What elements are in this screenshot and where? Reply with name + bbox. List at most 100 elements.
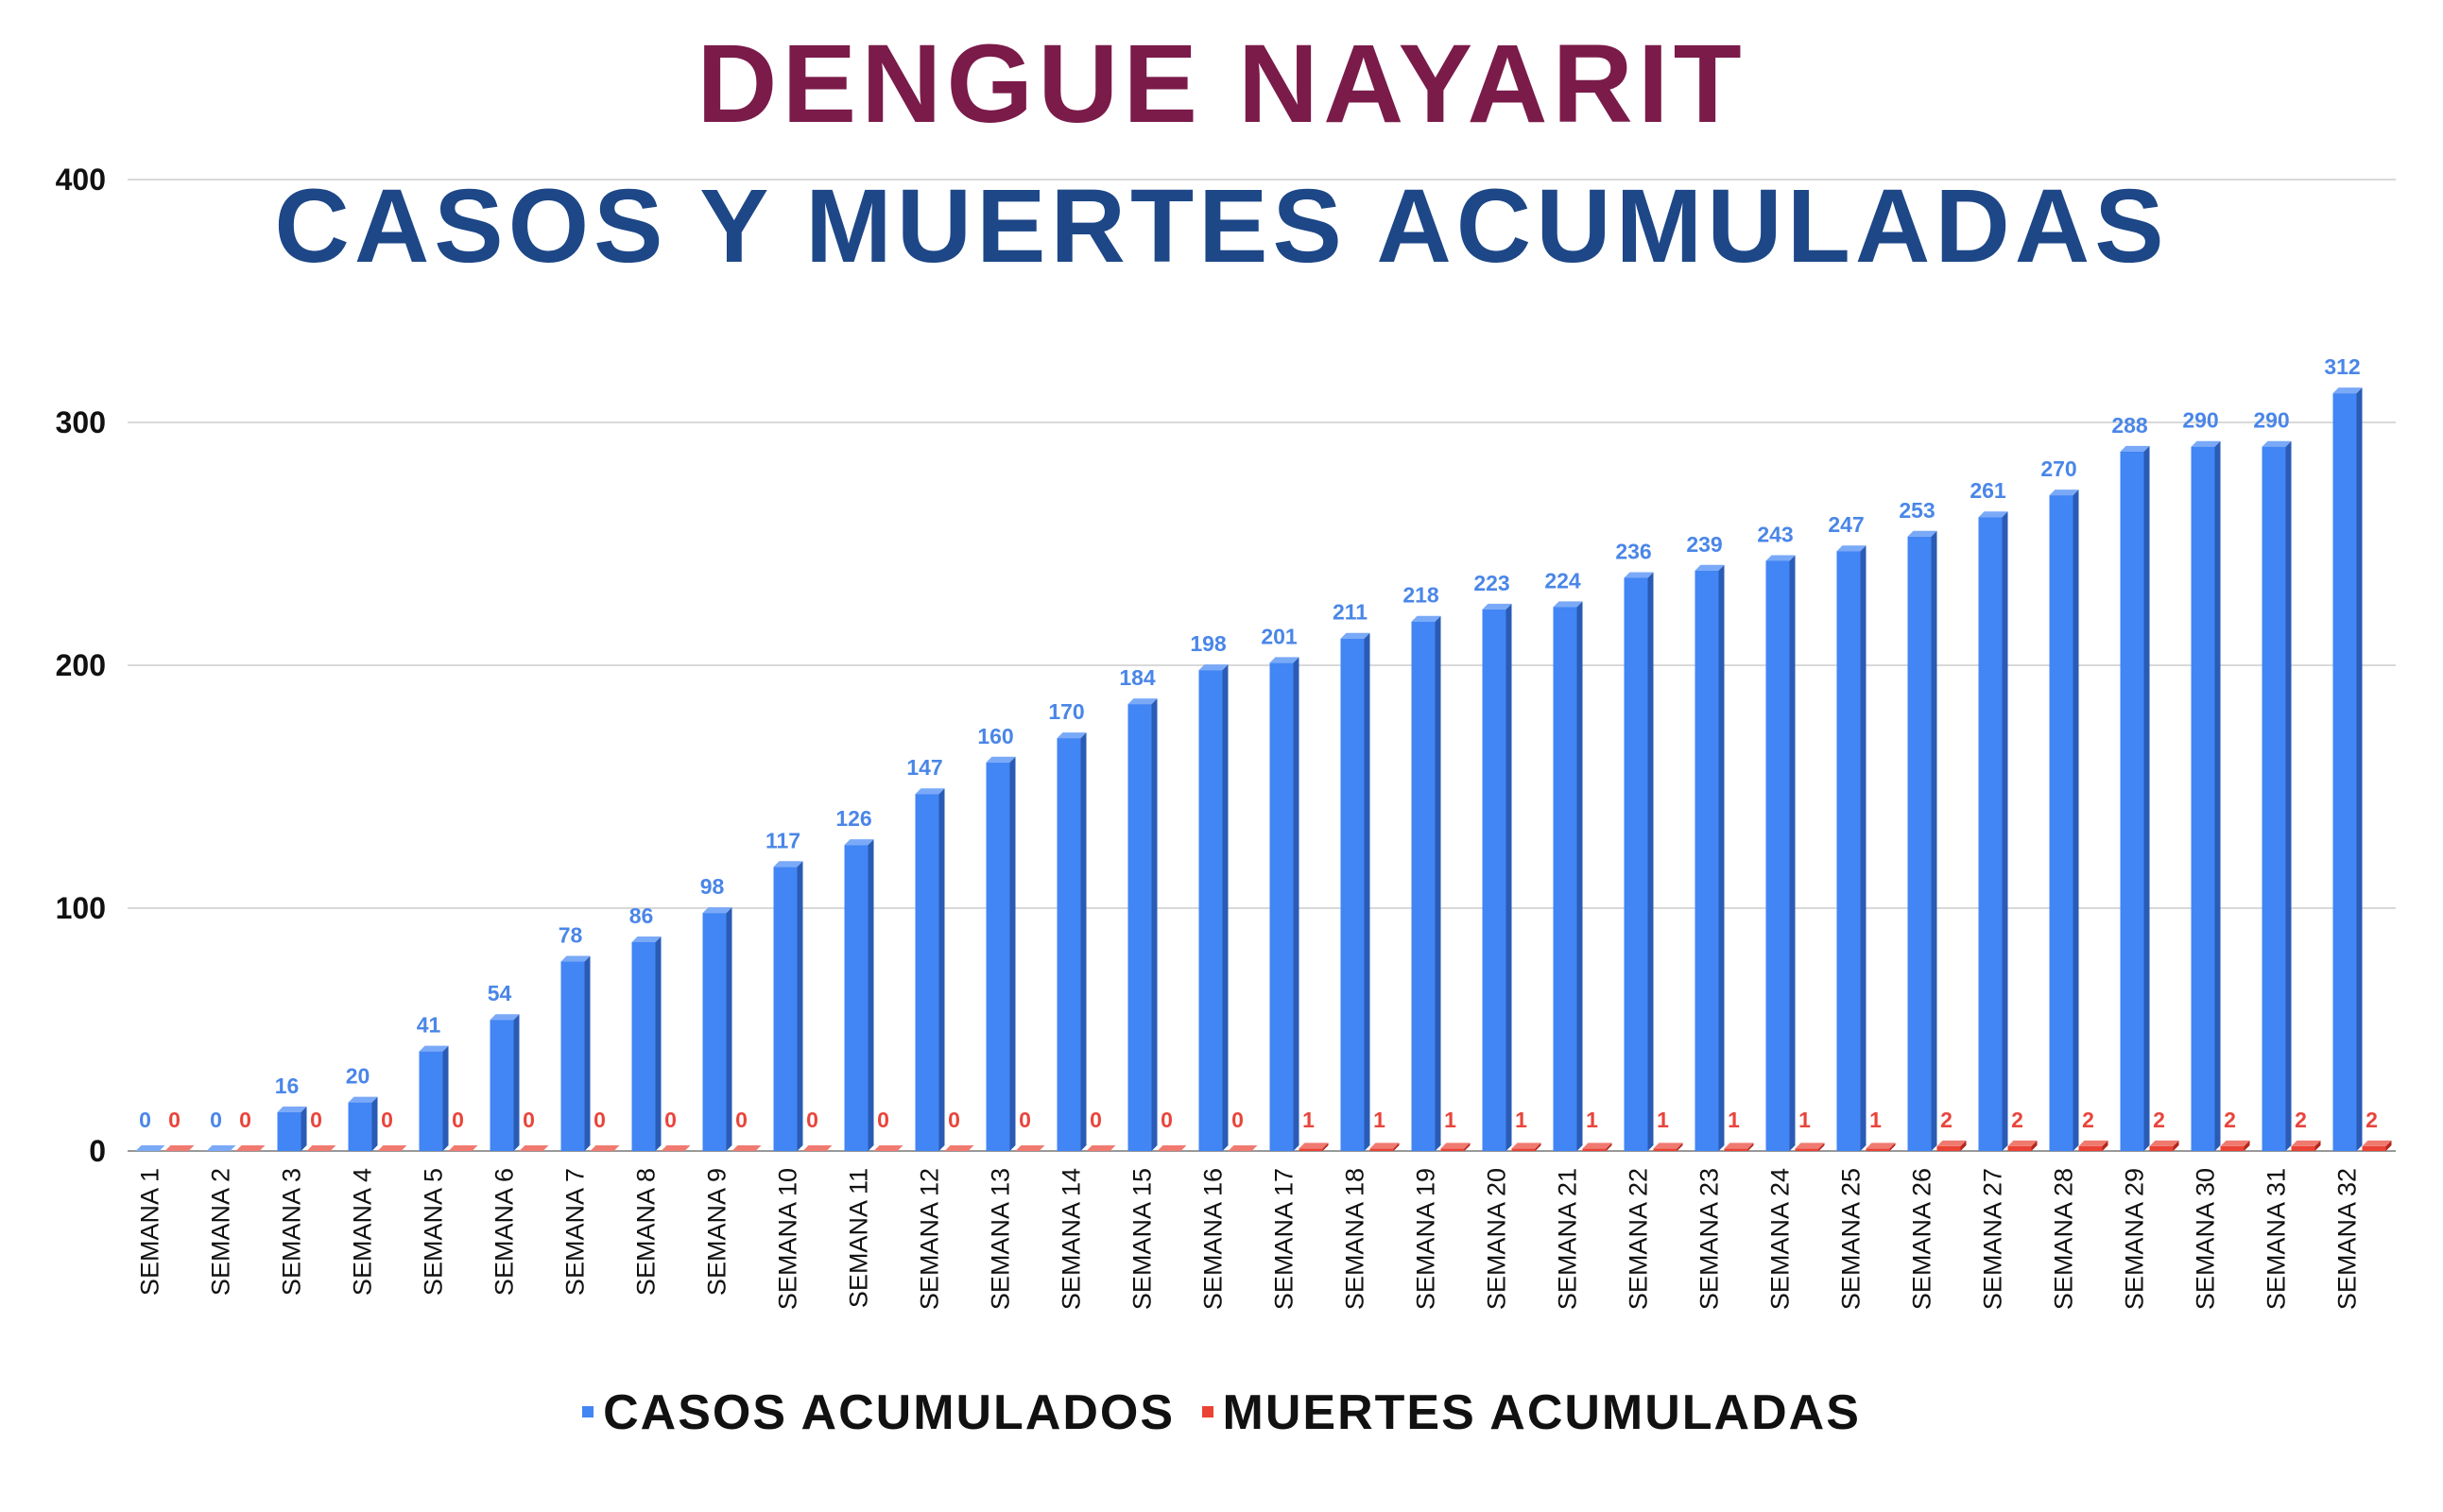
bar-muertes-top bbox=[519, 1145, 549, 1151]
bar-casos-side bbox=[1931, 530, 1937, 1151]
x-tick-label: SEMANA 32 bbox=[2333, 1168, 2362, 1310]
bar-casos-top bbox=[1269, 657, 1299, 663]
bar-casos-top bbox=[1057, 732, 1087, 739]
x-tick-label: SEMANA 1 bbox=[136, 1168, 164, 1296]
bar-muertes-top bbox=[944, 1145, 974, 1151]
data-label-casos: 290 bbox=[2182, 408, 2218, 433]
legend-label-muertes: MUERTES ACUMULADAS bbox=[1222, 1385, 1861, 1440]
bar-muertes bbox=[1795, 1148, 1819, 1151]
bar-muertes-top bbox=[306, 1145, 336, 1151]
bar-muertes-top bbox=[448, 1145, 478, 1151]
bar-casos bbox=[1695, 570, 1719, 1151]
bar-casos-top bbox=[1553, 601, 1583, 608]
bar-muertes-top bbox=[661, 1145, 691, 1151]
bar-casos-top bbox=[1340, 632, 1370, 639]
bar-muertes-top bbox=[2291, 1140, 2321, 1146]
data-label-casos: 198 bbox=[1190, 631, 1227, 656]
x-tick-label: SEMANA 28 bbox=[2050, 1168, 2078, 1310]
x-tick-label: SEMANA 6 bbox=[490, 1168, 519, 1296]
bar-muertes-side bbox=[2244, 1140, 2250, 1151]
bar-muertes bbox=[2149, 1145, 2174, 1151]
legend-swatch-casos bbox=[582, 1406, 594, 1418]
bar-muertes bbox=[2220, 1145, 2245, 1151]
data-label-casos: 0 bbox=[139, 1108, 151, 1132]
bar-casos bbox=[1057, 738, 1081, 1151]
bar-casos-side bbox=[2285, 440, 2292, 1151]
bar-casos bbox=[1269, 662, 1294, 1151]
bar-casos-top bbox=[1482, 603, 1512, 610]
bar-muertes-top bbox=[1866, 1143, 1896, 1149]
data-label-muertes: 2 bbox=[2082, 1108, 2094, 1132]
bar-muertes-top bbox=[235, 1145, 266, 1151]
data-label-casos: 211 bbox=[1333, 600, 1368, 625]
bar-casos-side bbox=[2073, 490, 2079, 1151]
bar-muertes bbox=[2291, 1145, 2315, 1151]
data-label-casos: 170 bbox=[1048, 699, 1084, 724]
bar-muertes-top bbox=[2362, 1140, 2392, 1146]
bar-casos bbox=[2262, 446, 2286, 1151]
bar-muertes-side bbox=[1889, 1143, 1896, 1151]
bar-casos bbox=[1765, 560, 1790, 1151]
data-label-muertes: 2 bbox=[1940, 1108, 1953, 1132]
x-tick-label: SEMANA 12 bbox=[916, 1168, 944, 1310]
bar-casos bbox=[844, 845, 869, 1151]
data-label-casos: 20 bbox=[346, 1064, 370, 1089]
bar-casos bbox=[1127, 704, 1152, 1151]
data-label-muertes: 1 bbox=[1798, 1108, 1811, 1132]
data-label-muertes: 1 bbox=[1444, 1108, 1456, 1132]
x-tick-label: SEMANA 24 bbox=[1766, 1168, 1795, 1310]
bar-casos-side bbox=[2143, 445, 2150, 1152]
bar-muertes-side bbox=[2031, 1140, 2038, 1151]
data-label-muertes: 0 bbox=[1161, 1108, 1173, 1132]
bar-casos-top bbox=[1907, 530, 1937, 537]
bar-casos-top bbox=[1836, 545, 1867, 552]
bar-muertes bbox=[2007, 1145, 2032, 1151]
chart-subtitle: CASOS Y MUERTES ACUMULADAS bbox=[274, 168, 2169, 284]
bar-muertes-top bbox=[1653, 1143, 1683, 1149]
data-label-muertes: 1 bbox=[1586, 1108, 1598, 1132]
bar-casos-top bbox=[206, 1145, 236, 1151]
bar-casos bbox=[1198, 670, 1223, 1151]
bar-casos-side bbox=[2002, 511, 2008, 1151]
bar-casos-top bbox=[2262, 440, 2292, 447]
data-label-casos: 261 bbox=[1970, 478, 2006, 503]
chart-title: DENGUE NAYARIT bbox=[697, 22, 1746, 146]
bar-muertes-top bbox=[164, 1145, 195, 1151]
x-tick-label: SEMANA 13 bbox=[987, 1168, 1015, 1310]
x-tick-label: SEMANA 19 bbox=[1412, 1168, 1440, 1310]
data-label-casos: 239 bbox=[1686, 532, 1722, 557]
x-tick-label: SEMANA 2 bbox=[207, 1168, 235, 1296]
data-label-casos: 247 bbox=[1828, 512, 1864, 537]
bar-casos bbox=[1836, 551, 1861, 1151]
data-label-muertes: 0 bbox=[239, 1108, 251, 1132]
bar-casos-side bbox=[1151, 698, 1158, 1151]
bar-casos-top bbox=[419, 1045, 449, 1052]
data-label-muertes: 0 bbox=[523, 1108, 535, 1132]
bar-muertes bbox=[1582, 1148, 1607, 1151]
data-label-casos: 218 bbox=[1402, 583, 1439, 608]
bar-casos-side bbox=[301, 1106, 307, 1151]
bar-muertes bbox=[1724, 1148, 1748, 1151]
x-tick-label: SEMANA 20 bbox=[1483, 1168, 1511, 1310]
bar-casos-top bbox=[702, 907, 732, 914]
legend-item-muertes: MUERTES ACUMULADAS bbox=[1201, 1384, 1861, 1441]
legend-item-casos: CASOS ACUMULADOS bbox=[582, 1384, 1175, 1441]
bar-casos-top bbox=[1624, 572, 1654, 578]
data-label-muertes: 0 bbox=[806, 1108, 818, 1132]
bar-casos bbox=[1482, 609, 1506, 1151]
bar-muertes-side bbox=[1606, 1143, 1612, 1151]
bar-muertes-top bbox=[1440, 1143, 1471, 1149]
data-label-muertes: 0 bbox=[381, 1108, 393, 1132]
x-tick-label: SEMANA 15 bbox=[1128, 1168, 1157, 1310]
data-label-casos: 98 bbox=[700, 874, 725, 899]
bar-casos bbox=[419, 1051, 443, 1151]
bar-casos-side bbox=[797, 861, 803, 1151]
bar-muertes bbox=[1866, 1148, 1890, 1151]
legend: CASOS ACUMULADOS MUERTES ACUMULADAS bbox=[0, 1384, 2443, 1441]
bar-casos-side bbox=[938, 788, 945, 1151]
bar-muertes-side bbox=[1535, 1143, 1541, 1151]
bar-muertes-side bbox=[1747, 1143, 1754, 1151]
data-label-muertes: 0 bbox=[594, 1108, 606, 1132]
data-label-casos: 0 bbox=[210, 1108, 222, 1132]
